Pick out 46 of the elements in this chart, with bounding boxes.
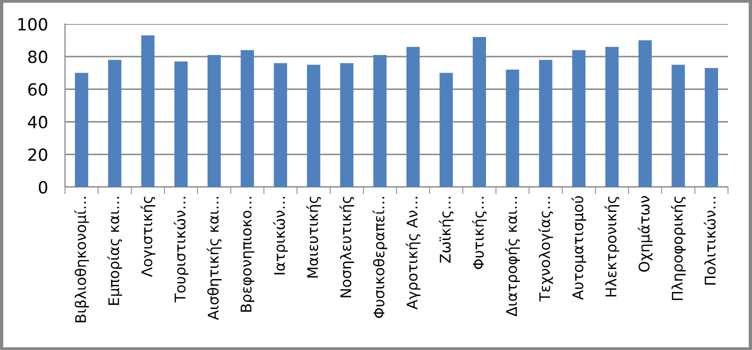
bar — [240, 50, 254, 187]
x-tick-label: Τουριστικών… — [174, 197, 188, 302]
bar — [373, 54, 387, 187]
x-tick-label: Νοσηλευτικής — [339, 196, 354, 298]
x-tick-label: Πολιτικών… — [704, 197, 716, 285]
x-tick-label: Βρεφονηπιοκο… — [240, 197, 254, 312]
x-tick-label: Πληροφορικής — [670, 196, 686, 300]
x-tick-label: Εμπορίας και… — [107, 197, 122, 305]
bar — [74, 72, 88, 187]
x-tick-label: Φυσικοθεραπεί… — [372, 197, 388, 318]
bar — [306, 64, 320, 187]
x-tick-label: Τεχνολογίας… — [538, 197, 554, 302]
x-tick-label: Ιατρικών… — [273, 197, 288, 274]
bar — [605, 46, 619, 187]
bar — [672, 64, 685, 187]
bar — [539, 60, 552, 187]
bar — [274, 63, 288, 187]
y-tick-label: 0 — [38, 180, 48, 194]
x-tick-label: Αυτοματισμού — [571, 196, 586, 300]
y-tick-label: 20 — [28, 148, 48, 161]
bar — [472, 37, 486, 187]
bar — [506, 70, 520, 187]
bar — [141, 35, 155, 187]
x-tick-label: Λογιστικής — [140, 196, 156, 278]
x-tick-label: Ηλεκτρονικής — [604, 196, 620, 296]
bar — [174, 61, 188, 187]
x-tick-label: Οχημάτων — [638, 196, 652, 272]
bar — [638, 40, 652, 187]
bar — [340, 63, 354, 187]
bar — [440, 72, 453, 187]
x-tick-label: Διατροφής και… — [505, 197, 520, 316]
bar — [572, 50, 586, 187]
x-tick-label: Βιβλιοθηκονομί… — [74, 197, 89, 322]
y-tick-label: 40 — [28, 116, 48, 128]
bar — [208, 54, 221, 187]
x-tick-label: Ζωϊκής… — [438, 197, 454, 263]
x-tick-label: Φυτικής… — [472, 197, 487, 270]
bar — [108, 60, 122, 187]
x-tick-label: Αισθητικής και… — [206, 197, 222, 320]
y-tick-label: 100 — [18, 18, 48, 31]
x-tick-label: Μαιευτικής — [306, 196, 321, 278]
bar — [704, 68, 718, 187]
y-tick-label: 80 — [28, 50, 48, 64]
y-tick-label: 60 — [28, 83, 48, 96]
x-tick-label: Αγροτικής Αν… — [406, 197, 420, 310]
bar — [406, 46, 420, 187]
